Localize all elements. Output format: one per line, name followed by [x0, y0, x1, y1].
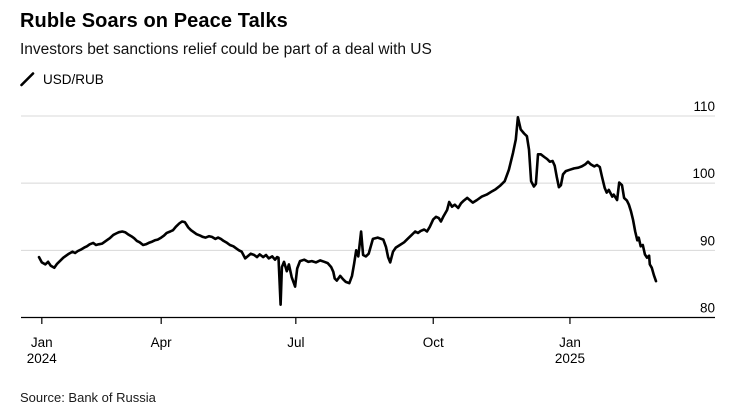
x-axis-year-label: 2024 — [27, 351, 58, 366]
line-series-key-icon — [20, 72, 35, 87]
y-axis-label: 110 — [693, 99, 715, 114]
source-note: Source: Bank of Russia — [20, 390, 156, 405]
x-axis-label: Jul — [287, 335, 304, 350]
chart-subtitle: Investors bet sanctions relief could be … — [20, 41, 432, 58]
x-axis-label: Jan — [559, 335, 581, 350]
page-title: Ruble Soars on Peace Talks — [20, 10, 288, 32]
legend: USD/RUB — [20, 71, 732, 87]
x-axis-label: Apr — [151, 335, 173, 350]
chart-header: Ruble Soars on Peace Talks Investors bet… — [20, 9, 732, 87]
legend-label: USD/RUB — [43, 71, 104, 87]
y-axis-label: 100 — [692, 166, 715, 181]
x-axis-label: Oct — [423, 335, 444, 350]
y-axis-label: 80 — [700, 301, 715, 316]
y-axis-label: 90 — [700, 233, 715, 248]
price-line — [37, 116, 658, 306]
x-axis-label: Jan — [31, 335, 53, 350]
x-axis-year-label: 2025 — [555, 351, 585, 366]
